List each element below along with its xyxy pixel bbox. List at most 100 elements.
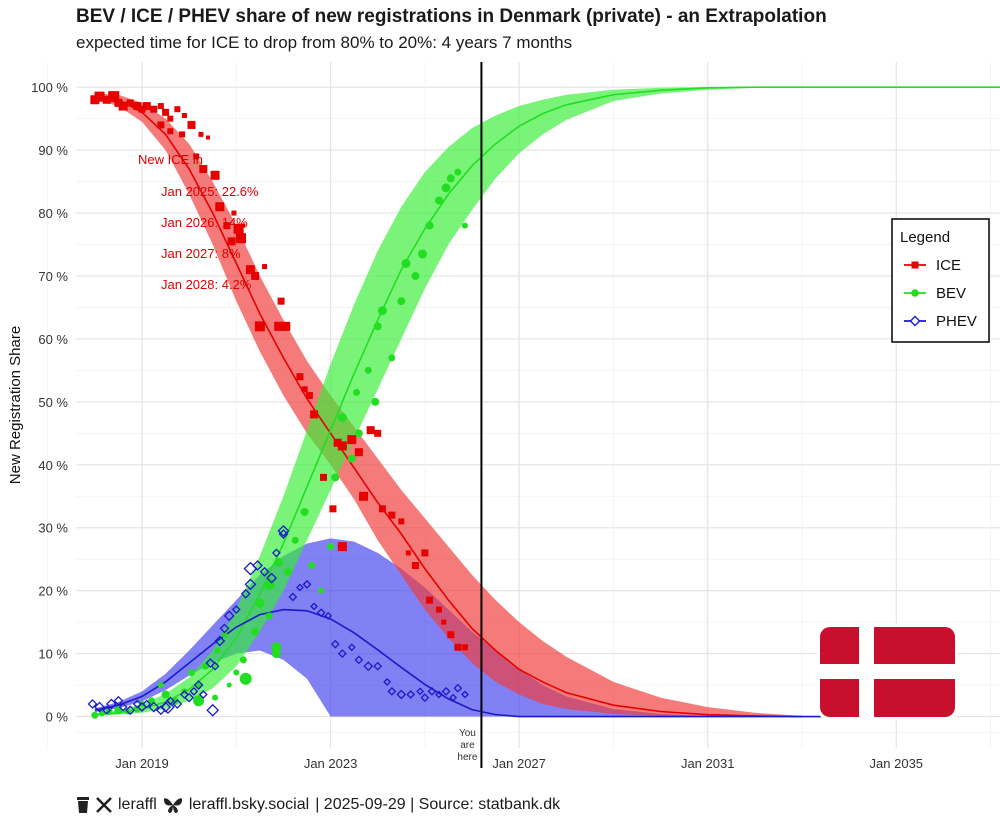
point-phev (244, 578, 257, 591)
point-ice (114, 98, 123, 107)
legend-title: Legend (900, 229, 950, 246)
point-bev (193, 695, 205, 707)
point-phev (243, 561, 258, 576)
point-phev (416, 687, 425, 696)
point-ice (296, 373, 304, 381)
point-phev (184, 692, 195, 703)
y-tick-label: 100 % (31, 80, 68, 95)
y-tick-label: 20 % (38, 584, 68, 599)
point-ice (337, 441, 347, 451)
point-phev (105, 698, 117, 710)
point-ice (215, 202, 225, 212)
point-phev (354, 655, 364, 665)
point-ice (126, 99, 134, 107)
legend-circle-icon (911, 289, 919, 297)
point-phev (148, 701, 160, 713)
point-bev (212, 694, 219, 701)
point-ice (262, 264, 268, 270)
point-phev (240, 588, 251, 599)
annotation-line: Jan 2025: 22.6% (161, 184, 259, 199)
point-phev (198, 690, 208, 699)
x-tick-label: Jan 2035 (870, 756, 924, 771)
point-bev (271, 642, 282, 653)
y-tick-label: 30 % (38, 521, 68, 536)
point-bev (226, 682, 232, 688)
point-phev (406, 690, 416, 699)
point-ice (227, 237, 236, 246)
point-phev (252, 560, 263, 571)
y-tick-label: 0 % (46, 710, 69, 725)
y-tick-label: 60 % (38, 332, 68, 347)
point-phev (330, 639, 340, 649)
point-phev (302, 579, 312, 589)
point-phev (125, 705, 136, 716)
butterfly-icon (163, 798, 182, 813)
x-tick-label: Jan 2023 (304, 756, 358, 771)
legend-label: ICE (936, 257, 961, 274)
point-ice (138, 105, 146, 113)
date-source: | 2025-09-29 | Source: statbank.dk (315, 796, 561, 813)
point-phev (142, 699, 152, 709)
point-phev (161, 700, 175, 715)
y-tick-label: 10 % (38, 647, 68, 662)
point-phev (223, 610, 235, 622)
x-icon (96, 797, 112, 813)
y-tick-label: 90 % (38, 143, 68, 158)
point-bev (354, 429, 363, 438)
x-tick-label: Jan 2019 (115, 756, 169, 771)
point-phev (435, 690, 443, 699)
point-bev (291, 536, 299, 544)
point-ice (162, 108, 170, 116)
point-phev (219, 623, 230, 634)
point-bev (397, 297, 406, 306)
point-ice (251, 271, 260, 280)
point-ice (398, 518, 405, 525)
legend-diamond-icon (909, 315, 921, 327)
point-phev (453, 683, 463, 693)
point-ice (102, 95, 111, 104)
point-bev (274, 557, 284, 567)
point-ice (174, 106, 181, 113)
flag-cross-horizontal (820, 664, 955, 679)
legend-square-icon (911, 261, 919, 269)
point-bev (255, 598, 265, 608)
point-phev (214, 635, 226, 647)
point-phev (132, 699, 142, 709)
point-ice (108, 91, 120, 103)
point-ice (233, 223, 244, 234)
point-ice (447, 631, 455, 639)
point-ice (274, 321, 284, 331)
point-phev (310, 602, 318, 611)
point-phev (205, 658, 216, 668)
point-bev (265, 612, 273, 620)
point-ice (347, 435, 357, 445)
point-phev (113, 695, 124, 706)
point-phev (420, 693, 430, 703)
point-bev (114, 706, 123, 715)
point-ice (231, 210, 237, 216)
point-bev (353, 388, 360, 396)
point-phev (441, 686, 451, 696)
point-phev (259, 566, 270, 577)
point-ice (167, 115, 174, 122)
data-points (87, 91, 469, 719)
point-ice (301, 386, 308, 393)
footer: leraffl leraffl.bsky.social | 2025-09-29… (76, 796, 560, 814)
annotation-line: Jan 2026: 14% (161, 215, 248, 230)
point-bev (98, 710, 105, 717)
point-bev (411, 271, 420, 280)
point-ice (329, 505, 337, 513)
point-ice (310, 410, 319, 419)
band-ice (94, 93, 803, 717)
point-ice (378, 505, 386, 513)
point-phev (118, 702, 128, 712)
point-ice (436, 606, 442, 613)
point-ice (133, 102, 142, 111)
point-phev (271, 548, 281, 558)
point-bev (371, 397, 380, 406)
point-ice (187, 120, 196, 129)
point-phev (337, 649, 347, 659)
ice-annotation: New ICE in Jan 2025: 22.6% Jan 2026: 14% Ja… (138, 152, 259, 292)
point-phev (296, 583, 304, 592)
